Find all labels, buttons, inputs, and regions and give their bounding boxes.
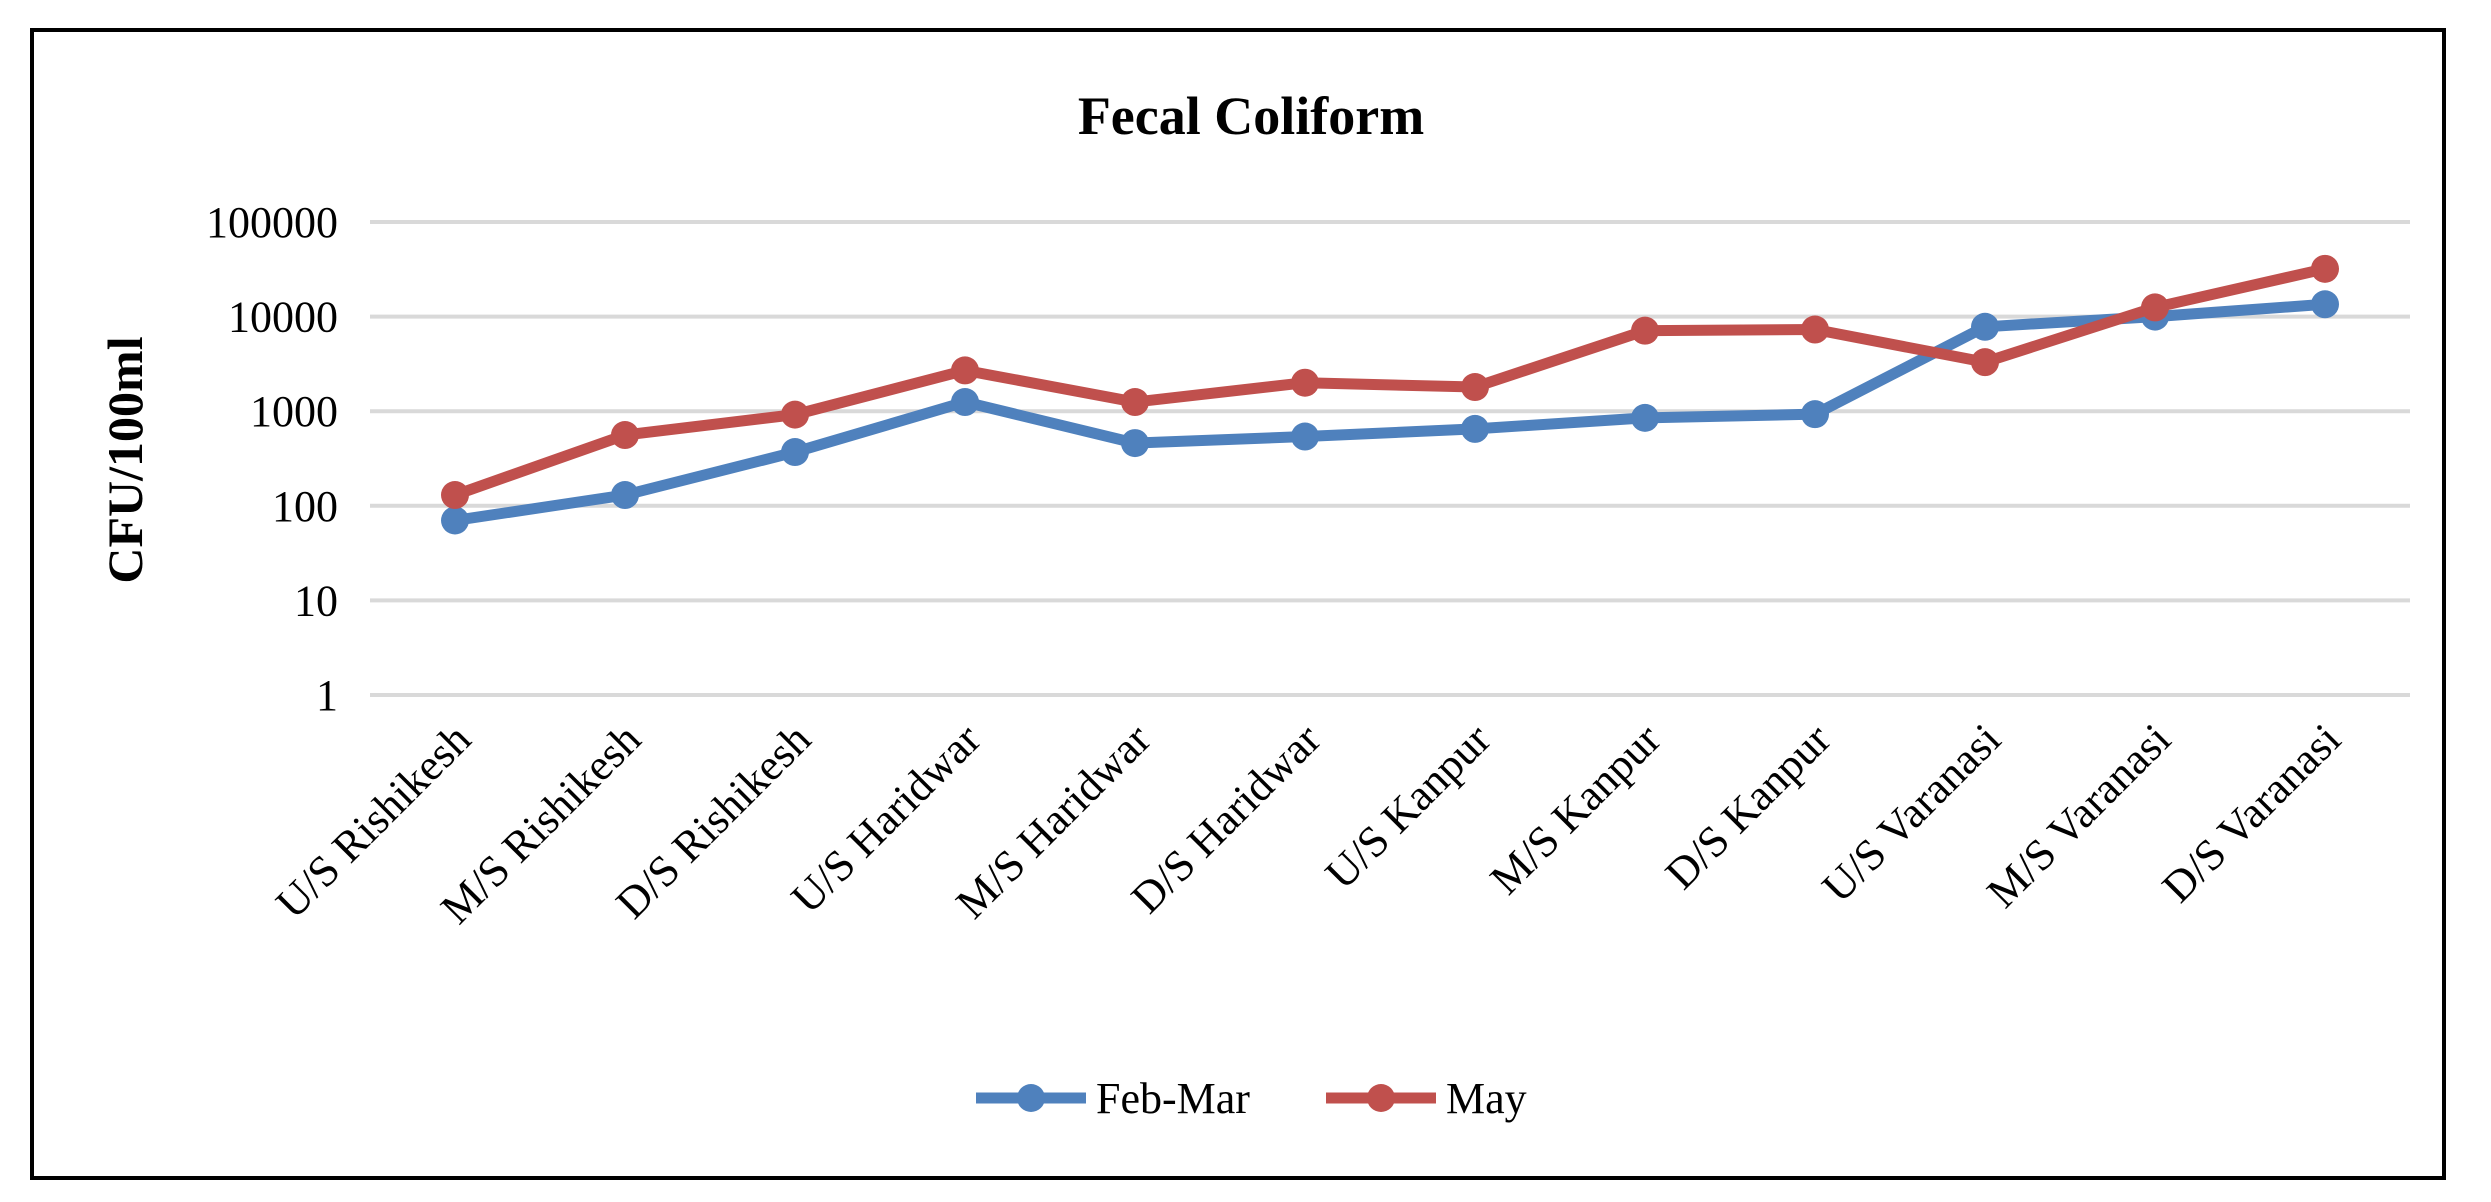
legend-label: Feb-Mar	[1096, 1074, 1250, 1123]
data-point	[1121, 429, 1149, 458]
x-tick-label: U/S Kanpur	[1316, 714, 1500, 898]
legend-label: May	[1446, 1074, 1527, 1123]
y-tick-label: 10000	[228, 293, 338, 342]
y-axis-label: CFU/100ml	[97, 336, 153, 583]
legend: Feb-Mar May	[976, 1074, 1527, 1123]
series-line	[449, 298, 2331, 526]
series-may	[441, 254, 2339, 510]
data-point	[1631, 316, 1659, 345]
data-point	[1291, 422, 1319, 451]
y-tick-label: 1	[316, 671, 338, 720]
series-lines	[441, 254, 2339, 535]
data-point	[1631, 403, 1659, 432]
data-point	[1121, 388, 1149, 417]
x-tick-label: D/S Kanpur	[1656, 714, 1840, 898]
data-point	[1461, 414, 1489, 443]
data-point	[611, 421, 639, 450]
x-tick-label: M/S Kanpur	[1481, 714, 1671, 904]
y-tick-label: 1000	[250, 387, 338, 436]
y-tick-labels: 1 10 100 1000 10000 100000	[206, 198, 338, 720]
data-point	[951, 356, 979, 385]
x-tick-label: D/S Varanasi	[2153, 714, 2350, 911]
y-tick-label: 10	[294, 576, 338, 625]
data-point	[441, 506, 469, 535]
data-point	[2311, 290, 2339, 319]
data-point	[2311, 254, 2339, 283]
data-point	[781, 400, 809, 429]
data-point	[1801, 400, 1829, 429]
data-point	[1971, 312, 1999, 341]
data-point	[611, 481, 639, 510]
x-tick-label: M/S Varanasi	[1977, 714, 2180, 917]
legend-marker	[1017, 1084, 1045, 1112]
data-point	[951, 388, 979, 417]
data-point	[1971, 348, 1999, 377]
data-point	[1461, 373, 1489, 402]
data-point	[1291, 368, 1319, 397]
gridlines	[370, 220, 2410, 697]
data-point	[2141, 293, 2169, 322]
legend-item: May	[1326, 1074, 1527, 1123]
legend-item: Feb-Mar	[976, 1074, 1250, 1123]
y-tick-label: 100	[272, 482, 338, 531]
data-point	[441, 481, 469, 510]
series-line	[449, 263, 2331, 501]
chart-frame	[30, 28, 2446, 1180]
chart-title: Fecal Coliform	[1078, 86, 1424, 146]
y-tick-label: 100000	[206, 198, 338, 247]
data-point	[781, 438, 809, 467]
data-point	[1801, 315, 1829, 344]
legend-marker	[1367, 1084, 1395, 1112]
